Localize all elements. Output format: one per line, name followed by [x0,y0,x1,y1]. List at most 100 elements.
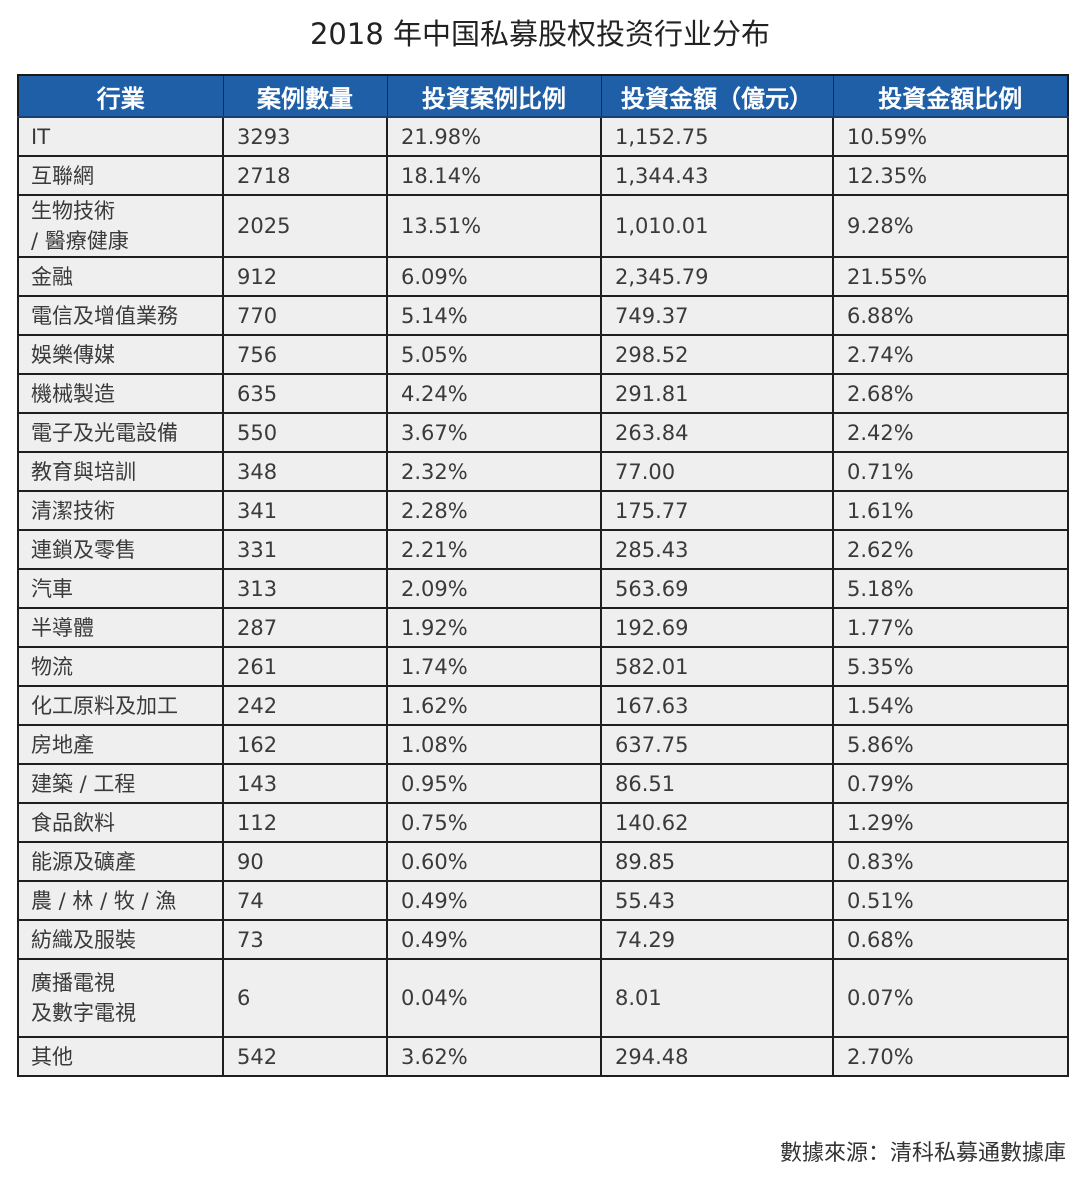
cell-amount: 86.51 [600,763,834,804]
cell-case-count: 261 [222,646,388,687]
cell-amount: 89.85 [600,841,834,882]
cell-case-ratio: 3.62% [386,1036,602,1077]
cell-industry: 連鎖及零售 [17,529,224,570]
cell-case-count: 313 [222,568,388,609]
cell-case-count: 912 [222,256,388,297]
cell-case-count: 112 [222,802,388,843]
cell-case-ratio: 0.60% [386,841,602,882]
cell-industry: 教育與培訓 [17,451,224,492]
table-row: 房地產 162 1.08% 637.75 5.86% [17,724,1069,765]
cell-industry: 電子及光電設備 [17,412,224,453]
cell-amount: 294.48 [600,1036,834,1077]
cell-case-ratio: 5.05% [386,334,602,375]
cell-industry: 其他 [17,1036,224,1077]
cell-industry: IT [17,116,224,157]
cell-case-ratio: 1.92% [386,607,602,648]
cell-case-ratio: 0.49% [386,880,602,921]
table-row: 農 / 林 / 牧 / 漁 74 0.49% 55.43 0.51% [17,880,1069,921]
cell-amount: 291.81 [600,373,834,414]
cell-amount: 55.43 [600,880,834,921]
table-row: 教育與培訓 348 2.32% 77.00 0.71% [17,451,1069,492]
cell-case-count: 287 [222,607,388,648]
cell-amount-ratio: 5.86% [832,724,1069,765]
cell-amount-ratio: 5.35% [832,646,1069,687]
table-row: 食品飲料 112 0.75% 140.62 1.29% [17,802,1069,843]
cell-industry: 汽車 [17,568,224,609]
cell-case-count: 143 [222,763,388,804]
cell-case-ratio: 1.08% [386,724,602,765]
cell-industry: 化工原料及加工 [17,685,224,726]
cell-industry: 房地產 [17,724,224,765]
cell-amount-ratio: 2.70% [832,1036,1069,1077]
cell-industry: 紡織及服裝 [17,919,224,960]
cell-amount-ratio: 9.28% [832,194,1069,258]
cell-industry: 電信及增值業務 [17,295,224,336]
cell-case-ratio: 0.75% [386,802,602,843]
cell-amount-ratio: 6.88% [832,295,1069,336]
cell-case-ratio: 2.21% [386,529,602,570]
cell-amount: 2,345.79 [600,256,834,297]
page-title: 2018 年中国私募股权投资行业分布 [309,17,771,51]
cell-case-ratio: 5.14% [386,295,602,336]
cell-amount: 140.62 [600,802,834,843]
header-case-count: 案例數量 [222,74,388,118]
cell-case-count: 242 [222,685,388,726]
table-row: 娛樂傳媒 756 5.05% 298.52 2.74% [17,334,1069,375]
table-row: 化工原料及加工 242 1.62% 167.63 1.54% [17,685,1069,726]
cell-amount-ratio: 0.83% [832,841,1069,882]
cell-industry: 建築 / 工程 [17,763,224,804]
cell-case-ratio: 1.62% [386,685,602,726]
cell-amount: 582.01 [600,646,834,687]
table-body: IT 3293 21.98% 1,152.75 10.59% 互聯網 2718 18.14% 1… [17,116,1069,1077]
cell-case-count: 162 [222,724,388,765]
cell-industry: 農 / 林 / 牧 / 漁 [17,880,224,921]
cell-amount-ratio: 1.77% [832,607,1069,648]
cell-case-ratio: 2.28% [386,490,602,531]
header-case-ratio: 投資案例比例 [386,74,602,118]
cell-amount: 74.29 [600,919,834,960]
cell-amount-ratio: 2.62% [832,529,1069,570]
cell-amount-ratio: 2.68% [832,373,1069,414]
table-row: 物流 261 1.74% 582.01 5.35% [17,646,1069,687]
cell-case-ratio: 2.32% [386,451,602,492]
cell-industry: 食品飲料 [17,802,224,843]
table-row: 機械製造 635 4.24% 291.81 2.68% [17,373,1069,414]
cell-industry: 能源及礦產 [17,841,224,882]
table-row: 金融 912 6.09% 2,345.79 21.55% [17,256,1069,297]
cell-case-count: 348 [222,451,388,492]
cell-amount-ratio: 21.55% [832,256,1069,297]
cell-case-count: 2718 [222,155,388,196]
cell-industry: 半導體 [17,607,224,648]
cell-amount: 1,010.01 [600,194,834,258]
header-industry: 行業 [17,74,224,118]
cell-amount-ratio: 0.71% [832,451,1069,492]
cell-case-ratio: 0.04% [386,958,602,1038]
cell-industry: 清潔技術 [17,490,224,531]
cell-case-count: 90 [222,841,388,882]
cell-amount-ratio: 5.18% [832,568,1069,609]
table-header-row: 行業 案例數量 投資案例比例 投資金額（億元） 投資金額比例 [17,74,1069,118]
cell-case-ratio: 1.74% [386,646,602,687]
table-row: 連鎖及零售 331 2.21% 285.43 2.62% [17,529,1069,570]
table-row: 建築 / 工程 143 0.95% 86.51 0.79% [17,763,1069,804]
cell-amount: 192.69 [600,607,834,648]
cell-industry: 廣播電視 及數字電視 [17,958,224,1038]
cell-industry: 生物技術 / 醫療健康 [17,194,224,258]
cell-amount: 637.75 [600,724,834,765]
cell-case-count: 3293 [222,116,388,157]
cell-amount: 285.43 [600,529,834,570]
cell-industry: 娛樂傳媒 [17,334,224,375]
cell-case-count: 6 [222,958,388,1038]
header-amount-ratio: 投資金額比例 [832,74,1069,118]
table-row: 清潔技術 341 2.28% 175.77 1.61% [17,490,1069,531]
table-row: 生物技術 / 醫療健康 2025 13.51% 1,010.01 9.28% [17,194,1069,258]
table-row: 汽車 313 2.09% 563.69 5.18% [17,568,1069,609]
cell-amount-ratio: 10.59% [832,116,1069,157]
cell-industry: 金融 [17,256,224,297]
table-row: 廣播電視 及數字電視 6 0.04% 8.01 0.07% [17,958,1069,1038]
cell-case-ratio: 3.67% [386,412,602,453]
data-source-note: 數據來源：清科私募通數據庫 [779,1141,1066,1166]
cell-case-ratio: 6.09% [386,256,602,297]
cell-amount-ratio: 0.07% [832,958,1069,1038]
cell-amount-ratio: 1.61% [832,490,1069,531]
